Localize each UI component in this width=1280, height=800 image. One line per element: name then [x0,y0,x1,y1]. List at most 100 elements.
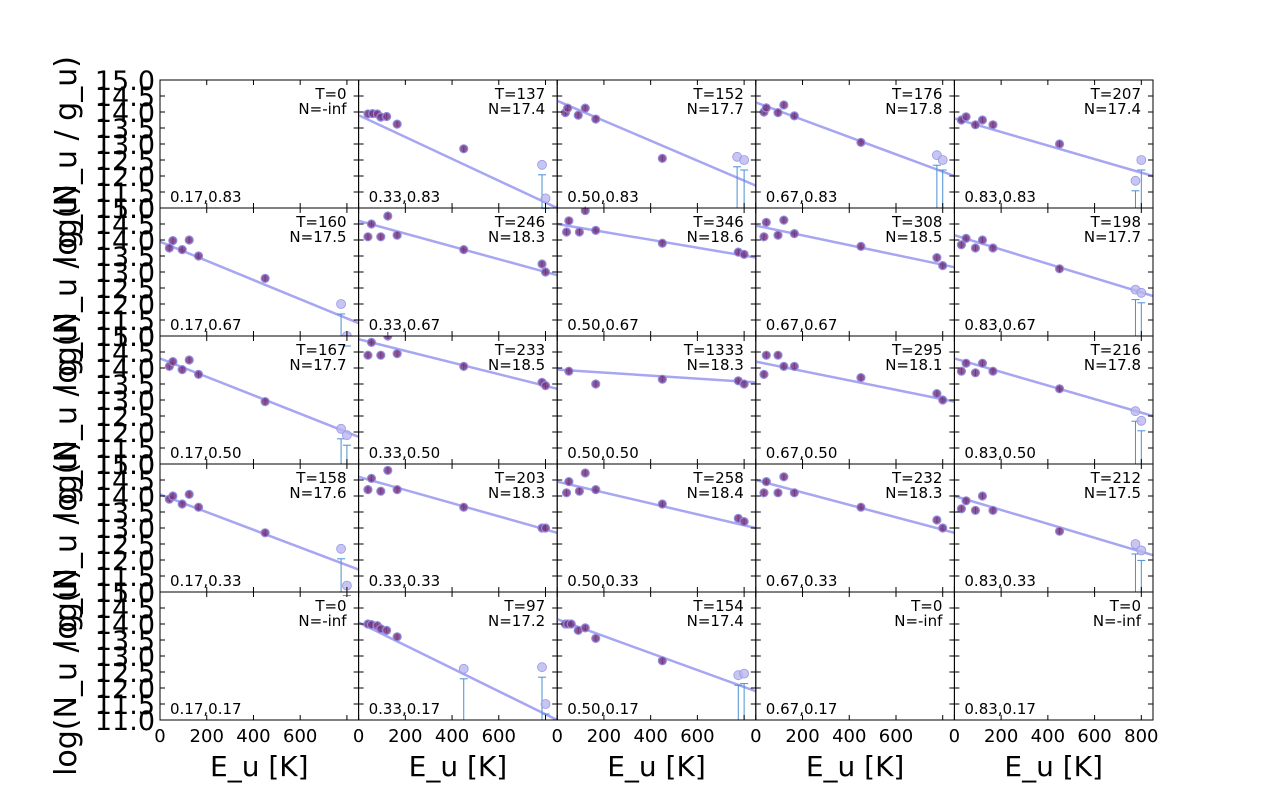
data-point [376,350,386,360]
x-tick-label: 600 [1077,726,1111,747]
data-point [779,100,789,110]
upper-limit-point [739,155,750,165]
data-point [537,259,547,269]
position-label: 0.83,0.33 [964,572,1036,590]
temperature-label: T=295 [891,341,942,359]
data-point [459,361,469,371]
data-point [540,267,551,277]
data-point [193,502,204,512]
column-density-label: N=17.4 [488,100,545,118]
upper-limit-point [1136,415,1147,426]
x-tick-label: 0 [750,726,761,747]
y-tick-label: 12.0 [95,674,155,705]
y-tick-label: 13.5 [95,626,155,657]
y-tick-label: 14.5 [95,210,155,241]
position-label: 0.17,0.17 [170,700,242,718]
data-point [184,235,194,245]
data-point [988,366,998,376]
position-label: 0.83,0.67 [964,316,1036,334]
data-point [932,389,942,399]
y-axis-label: log(N_u / g_u) [49,568,84,776]
data-point [392,230,402,240]
data-point [591,114,601,124]
data-point [580,208,590,216]
data-point [970,120,981,130]
data-point [759,488,769,498]
y-tick-label: 13.0 [95,514,155,545]
data-point [1054,384,1065,394]
data-point [591,379,601,389]
data-point [459,502,469,512]
y-tick-label: 11.5 [95,306,155,337]
column-density-label: N=18.5 [885,228,942,246]
y-tick-label: 15.0 [95,450,155,481]
position-label: 0.17,0.50 [170,444,242,462]
position-label: 0.67,0.17 [766,700,838,718]
y-tick-label: 11.5 [95,562,155,593]
upper-limit-point [1136,287,1147,298]
data-point [574,227,584,237]
data-point [856,373,866,383]
x-tick-label: 600 [680,726,714,747]
fit-line [954,494,1154,557]
column-density-label: N=17.5 [289,228,346,246]
upper-limit-point [1136,545,1147,556]
fit-line [358,114,558,208]
fit-line [557,618,756,693]
temperature-label: T=1333 [683,341,744,359]
data-point [366,337,377,347]
data-point [761,103,771,113]
column-density-label: N=17.2 [488,612,545,630]
y-tick-label: 14.0 [95,226,155,257]
position-label: 0.50,0.50 [567,444,639,462]
upper-limit-point [540,699,551,709]
y-tick-label: 15.0 [95,66,155,97]
fit-line [954,117,1154,178]
position-label: 0.50,0.83 [567,188,639,206]
y-tick-label: 14.5 [95,594,155,625]
data-point [382,111,392,122]
x-axis-label: E_u [K] [409,750,508,783]
data-point [564,216,574,226]
position-label: 0.50,0.67 [567,316,639,334]
position-label: 0.67,0.50 [766,444,838,462]
data-point [961,112,971,122]
column-density-label: N=-inf [1093,612,1142,630]
data-point [932,253,942,263]
data-point [168,236,178,246]
x-tick-label: 600 [879,726,913,747]
data-point [938,523,948,533]
column-density-label: N=18.1 [885,356,942,374]
position-label: 0.67,0.67 [766,316,838,334]
data-point [761,350,771,360]
data-point [392,349,402,359]
data-point [789,111,799,121]
data-point [956,504,967,514]
upper-limit-point [1130,175,1141,186]
data-point [761,217,771,227]
data-point [366,473,377,483]
temperature-label: T=158 [295,469,346,487]
y-axis-label: log(N_u / g_u) [49,184,84,392]
upper-limit-point [1130,406,1141,417]
data-point [657,238,667,248]
data-point [177,245,187,255]
data-point [657,374,667,384]
upper-limit-point [537,159,547,170]
y-tick-label: 13.5 [95,370,155,401]
data-point [773,108,783,118]
data-point [1054,264,1065,274]
upper-limit-point [342,430,352,441]
upper-limit-point [458,663,469,674]
x-tick-label: 400 [1031,726,1065,747]
position-label: 0.33,0.50 [369,444,441,462]
data-point [383,465,393,475]
fit-line [358,475,558,535]
y-tick-label: 12.5 [95,402,155,433]
y-axis-label: log(N_u / g_u) [49,312,84,520]
data-point [363,232,373,242]
y-tick-label: 13.0 [95,386,155,417]
position-label: 0.50,0.33 [567,572,639,590]
x-tick-label: 400 [435,726,469,747]
